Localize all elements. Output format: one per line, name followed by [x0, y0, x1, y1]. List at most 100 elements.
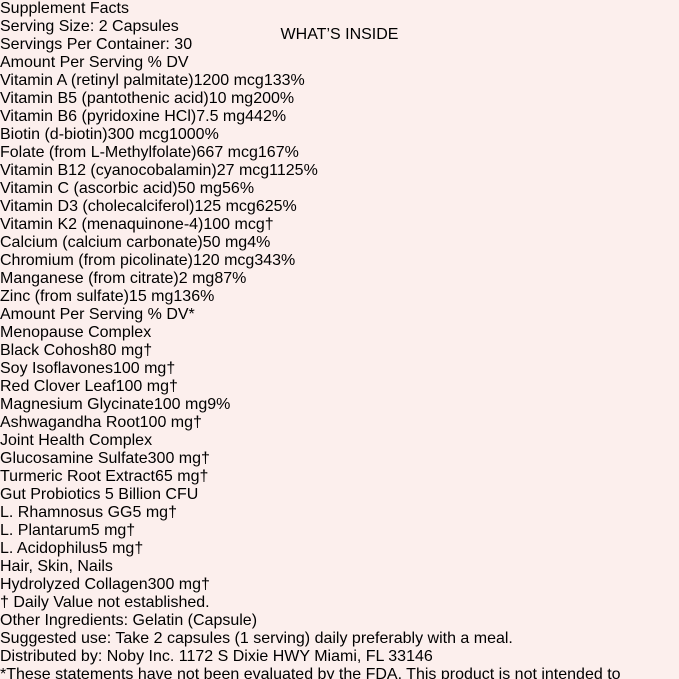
- right-column-header: Amount Per Serving % DV*: [0, 306, 679, 324]
- ingredient-name: Glucosamine Sulfate: [0, 450, 148, 467]
- ingredient-amount: 100 mcg: [203, 216, 265, 233]
- ingredient-amount: 5 mg: [90, 522, 127, 539]
- ingredient-name: Vitamin B6 (pyridoxine HCl): [0, 108, 197, 125]
- ingredient-row: Zinc (from sulfate)15 mg136%: [0, 288, 679, 306]
- ingredient-dv: †: [126, 522, 136, 539]
- section-hair-skin-nails: Hair, Skin, Nails Hydrolyzed Collagen300…: [0, 558, 679, 594]
- ingredient-amount: 100 mg: [112, 360, 167, 377]
- ingredient-row: Vitamin D3 (cholecalciferol)125 mcg625%: [0, 198, 679, 216]
- ingredient-row: Folate (from L-Methylfolate)667 mcg167%: [0, 144, 679, 162]
- other-ingredients-band: Other Ingredients: Gelatin (Capsule): [0, 612, 679, 630]
- ingredient-name: L. Rhamnosus GG: [0, 504, 133, 521]
- ingredient-dv: 87%: [214, 270, 247, 287]
- ingredient-amount: 2 mg: [178, 270, 215, 287]
- suggested-use-text: Take 2 capsules (1 serving) daily prefer…: [111, 630, 513, 647]
- ingredient-row: Vitamin A (retinyl palmitate)1200 mcg133…: [0, 72, 679, 90]
- supplement-facts-title: Supplement Facts: [0, 0, 129, 17]
- ingredient-amount: 5 mg: [98, 540, 135, 557]
- ingredient-amount: 300 mg: [147, 576, 202, 593]
- ingredient-dv: 136%: [173, 288, 215, 305]
- ingredient-name: Folate (from L-Methylfolate): [0, 144, 197, 161]
- ingredient-dv: 1125%: [269, 162, 318, 179]
- dv-header: % DV: [147, 54, 189, 71]
- panel-left-column: Supplement Facts Serving Size: 2 Capsule…: [0, 0, 679, 306]
- ingredient-amount: 5 mg: [132, 504, 169, 521]
- ingredient-row: Soy Isoflavones100 mg†: [0, 360, 679, 378]
- distributed-by-text: 1172 S Dixie HWY Miami, FL 33146: [174, 648, 433, 665]
- ingredient-dv: 56%: [222, 180, 255, 197]
- ingredient-dv: 1000%: [168, 126, 219, 143]
- ingredient-dv: 9%: [207, 396, 231, 413]
- ingredient-name: Soy Isoflavones: [0, 360, 113, 377]
- ingredient-row: Vitamin K2 (menaquinone-4)100 mcg†: [0, 216, 679, 234]
- ingredient-row: Biotin (d-biotin)300 mcg1000%: [0, 126, 679, 144]
- ingredient-row: Manganese (from citrate)2 mg87%: [0, 270, 679, 288]
- suggested-use-label: Suggested use:: [0, 630, 112, 647]
- ingredient-dv: 133%: [263, 72, 305, 89]
- ingredient-row: Vitamin B12 (cyanocobalamin)27 mcg1125%: [0, 162, 679, 180]
- supplement-facts-panel: Supplement Facts Serving Size: 2 Capsule…: [0, 0, 679, 630]
- ingredient-amount: 50 mg: [177, 180, 223, 197]
- fda-disclaimer: *These statements have not been evaluate…: [0, 666, 621, 679]
- ingredient-dv: †: [166, 360, 176, 377]
- ingredient-row: L. Rhamnosus GG5 mg†: [0, 504, 679, 522]
- ingredient-dv: †: [169, 378, 178, 395]
- ingredient-name: Biotin (d-biotin): [0, 126, 108, 143]
- ingredient-name: Vitamin A (retinyl palmitate): [0, 72, 194, 89]
- ingredient-row: Turmeric Root Extract65 mg†: [0, 468, 679, 486]
- ingredient-name: Ashwagandha Root: [0, 414, 140, 431]
- section-menopause-complex: Menopause Complex Black Cohosh80 mg † Soy…: [0, 324, 679, 432]
- ingredient-amount: 100 mg: [139, 414, 194, 431]
- ingredient-name: Hydrolyzed Collagen: [0, 576, 148, 593]
- ingredient-amount: 1200 mcg: [193, 72, 264, 89]
- ingredient-amount: 667 mcg: [196, 144, 258, 161]
- ingredient-name: Vitamin B5 (pantothenic acid): [0, 90, 209, 107]
- ingredient-name: Black Cohosh: [0, 342, 99, 359]
- distributed-by-label: Distributed by: Noby Inc.: [0, 648, 175, 665]
- serving-size: Serving Size: 2 Capsules: [0, 18, 179, 35]
- left-column-header: Amount Per Serving % DV: [0, 54, 679, 72]
- ingredient-dv: †: [264, 216, 274, 233]
- amount-header: Amount Per Serving: [0, 54, 144, 71]
- ingredient-amount: 50 mg: [202, 234, 248, 251]
- ingredient-amount: 125 mcg: [194, 198, 256, 215]
- amount-header: Amount Per Serving: [0, 306, 144, 323]
- section-heading: Joint Health Complex: [0, 432, 153, 449]
- ingredient-dv: †: [193, 414, 202, 431]
- ingredient-amount: 300 mcg: [107, 126, 169, 143]
- ingredient-amount: 7.5 mg: [196, 108, 246, 125]
- distributed-by: Distributed by: Noby Inc. 1172 S Dixie H…: [0, 648, 679, 666]
- ingredient-amount: 100 mg: [153, 396, 208, 413]
- ingredient-name: Vitamin C (ascorbic acid): [0, 180, 178, 197]
- ingredient-name: Zinc (from sulfate): [0, 288, 129, 305]
- other-ingredients-label: Other Ingredients:: [0, 612, 129, 629]
- section-gut-probiotics: Gut Probiotics 5 Billion CFU L. Rhamnosu…: [0, 486, 679, 558]
- ingredient-amount: 10 mg: [208, 90, 254, 107]
- ingredient-dv: 200%: [253, 90, 295, 107]
- info-block: Suggested use: Take 2 capsules (1 servin…: [0, 630, 679, 679]
- ingredient-name: Manganese (from citrate): [0, 270, 179, 287]
- ingredient-amount: 15 mg: [128, 288, 174, 305]
- panel-right-column: Amount Per Serving % DV* Menopause Compl…: [0, 306, 679, 594]
- ingredient-row: Vitamin B5 (pantothenic acid)10 mg200%: [0, 90, 679, 108]
- section-heading: Gut Probiotics 5 Billion CFU: [0, 486, 199, 503]
- section-heading: Menopause Complex: [0, 324, 152, 341]
- ingredient-name: Vitamin B12 (cyanocobalamin): [0, 162, 217, 179]
- ingredient-row: L. Acidophilus5 mg†: [0, 540, 679, 558]
- ingredient-amount: 300 mg: [147, 450, 202, 467]
- ingredient-row: Vitamin C (ascorbic acid)50 mg56%: [0, 180, 679, 198]
- ingredient-amount: 80 mg: [98, 342, 144, 359]
- ingredient-dv: †: [199, 468, 209, 485]
- section-joint-health: Joint Health Complex Glucosamine Sulfate…: [0, 432, 679, 486]
- page-title: WHAT’S INSIDE: [280, 26, 399, 43]
- ingredient-dv: 4%: [247, 234, 271, 251]
- ingredient-row: Ashwagandha Root100 mg†: [0, 414, 679, 432]
- ingredient-row: Glucosamine Sulfate300 mg†: [0, 450, 679, 468]
- ingredient-name: L. Plantarum: [0, 522, 91, 539]
- footnote: † Daily Value not established.: [0, 594, 210, 611]
- ingredient-row: L. Plantarum5 mg†: [0, 522, 679, 540]
- ingredient-dv: 343%: [254, 252, 296, 269]
- ingredient-row: Red Clover Leaf100 mg†: [0, 378, 679, 396]
- ingredient-row: Magnesium Glycinate100 mg9%: [0, 396, 679, 414]
- ingredient-amount: 65 mg: [155, 468, 200, 485]
